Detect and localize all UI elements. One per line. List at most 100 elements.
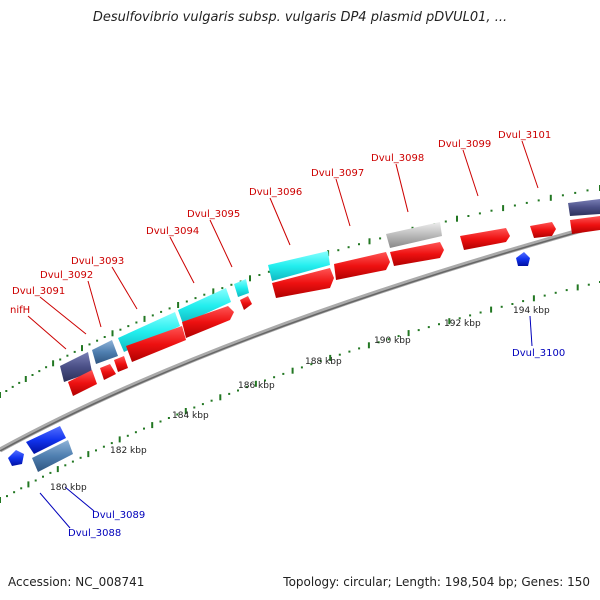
forward-leader-line-4 [169,236,195,284]
forward-gene-label-4: Dvul_3094 [146,226,199,237]
outer-tick-58 [525,201,528,204]
gene-blue-2[interactable] [26,426,66,454]
outer-tick-54 [478,212,481,215]
outer-tick-12 [81,345,83,352]
outer-tick-57 [513,204,516,207]
inner-hidden-tick-2 [13,389,15,391]
inner-hidden-tick-3 [20,386,22,388]
gene-blue-1[interactable] [8,450,24,466]
bottom-tick-6 [42,475,44,478]
inner-hidden-tick-41 [366,277,368,279]
inner-hidden-tick-31 [259,303,261,305]
inner-hidden-tick-50 [471,254,473,256]
forward-leader-line-5 [209,219,233,268]
gene-red-12[interactable] [570,216,600,234]
reverse-gene-label-1: Dvul_3089 [92,510,145,521]
reverse-leader-line-2 [529,315,533,347]
bottom-tick-52 [448,318,451,325]
inner-hidden-tick-30 [249,306,251,308]
gene-cyan-4[interactable] [268,251,330,281]
bottom-tick-3 [20,487,23,490]
backbone-arc [0,222,600,453]
bottom-tick-51 [438,323,440,326]
inner-hidden-tick-33 [280,298,282,300]
outer-tick-29 [221,287,224,290]
tick-label-0: 180 kbp [50,483,87,493]
outer-tick-41 [337,249,340,252]
outer-tick-13 [88,343,91,346]
gene-dvul-3088[interactable] [32,440,73,472]
inner-hidden-tick-38 [333,285,335,287]
outer-tick-16 [111,330,114,337]
bottom-tick-11 [79,456,82,459]
gene-red-2[interactable] [100,364,116,380]
bottom-tick-9 [64,464,67,467]
forward-gene-label-10: Dvul_3101 [498,130,551,141]
bottom-tick-48 [407,330,410,337]
gene-cyan-3[interactable] [234,279,249,297]
bottom-tick-28 [219,394,222,401]
inner-hidden-tick-42 [377,274,379,276]
bottom-tick-39 [319,360,322,362]
bottom-tick-61 [543,294,546,297]
bottom-tick-1 [6,495,8,498]
forward-leader-line-10 [521,140,539,189]
tick-label-6: 192 kbp [444,319,481,329]
outer-tick-55 [490,209,493,212]
gene-dvul-3091[interactable] [92,340,118,364]
inner-hidden-tick-6 [41,376,43,378]
inner-hidden-tick-8 [56,368,58,374]
bottom-tick-17 [126,434,129,437]
gene-red-11[interactable] [530,222,556,238]
gene-cyan-1[interactable] [118,312,180,352]
gene-red-8[interactable] [334,252,390,280]
bottom-tick-21 [159,420,162,423]
bottom-tick-19 [143,427,145,430]
gene-red-5[interactable] [182,306,234,338]
forward-gene-label-5: Dvul_3095 [187,209,240,220]
bottom-tick-5 [34,479,37,482]
gene-red-6[interactable] [240,296,252,310]
forward-leader-line-3 [111,266,138,310]
forward-leader-line-7 [335,178,351,227]
gene-labels: nifH Dvul_3091 Dvul_3092 Dvul_3093 Dvul_3094… [10,130,565,539]
gene-red-7[interactable] [272,268,334,298]
outer-tick-63 [586,189,589,192]
gene-red-1[interactable] [68,370,97,396]
inner-hidden-tick-47 [435,262,437,264]
backbone-arc-shadow [0,225,600,452]
outer-tick-22 [160,310,163,313]
reverse-leader-line-1 [64,486,95,512]
label-leader-lines [27,140,539,529]
outer-tick-43 [358,243,360,246]
bottom-tick-42 [348,350,351,353]
bottom-tick-13 [95,449,97,452]
outer-tick-19 [135,321,138,324]
forward-gene-label-7: Dvul_3097 [311,168,364,179]
gene-gray[interactable] [386,222,442,248]
outer-tick-30 [230,283,233,286]
gene-red-10[interactable] [460,228,510,250]
outer-tick-7 [45,366,48,369]
gene-red-4[interactable] [126,326,186,362]
gene-red-3[interactable] [114,356,128,372]
forward-gene-label-9: Dvul_3099 [438,139,491,150]
outer-tick-52 [456,215,458,222]
gene-cyan-2[interactable] [178,288,231,324]
gene-dvul-3100[interactable] [516,252,530,266]
bottom-tick-60 [532,295,535,302]
outer-tick-26 [194,297,197,300]
gene-dark-right[interactable] [568,199,600,216]
bottom-tick-43 [358,347,361,350]
inner-hidden-tick-1 [6,392,8,394]
tick-label-1: 182 kbp [110,446,147,456]
inner-hidden-tick-39 [344,282,346,284]
bottom-tick-12 [87,451,90,458]
outer-tick-11 [73,350,76,353]
bottom-tick-36 [291,367,294,374]
bottom-tick-56 [490,306,493,313]
outer-tick-1 [5,390,8,392]
gene-red-9[interactable] [390,242,444,266]
